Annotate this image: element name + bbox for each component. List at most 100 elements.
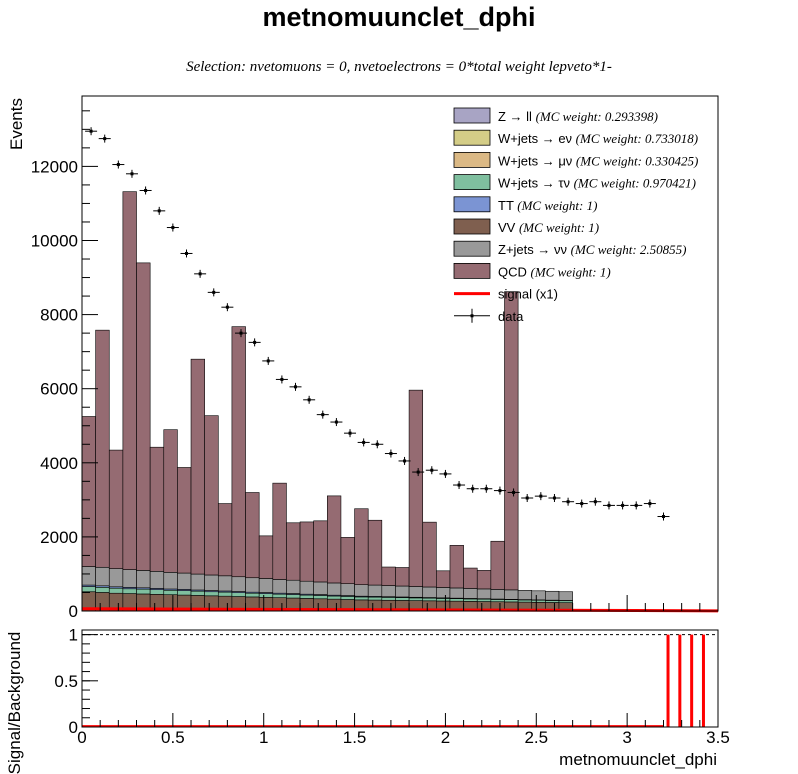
bar-wjets_taunu <box>231 592 246 597</box>
data-point <box>498 489 502 493</box>
bar-wjets_taunu <box>545 600 560 603</box>
bar-zjets_nunu <box>190 573 205 591</box>
legend-label-name: Z+jets → νν <box>498 242 571 257</box>
bar-wjets_taunu <box>258 593 274 598</box>
legend-label-weight: (MC weight: 0.293398) <box>536 109 658 124</box>
main-y-ticks: 0 2000 4000 6000 8000 10000 12000 <box>31 110 98 621</box>
bar-zjets_nunu <box>367 584 383 597</box>
bar-zjets_nunu <box>463 588 478 599</box>
y-tick-label: 2000 <box>40 528 78 547</box>
bar-zjets_nunu <box>258 578 274 593</box>
data-point <box>89 129 93 133</box>
data-point <box>130 172 134 176</box>
legend-label: Z → ll (MC weight: 0.293398) <box>498 109 658 124</box>
bar-zjets_nunu <box>95 566 110 587</box>
legend-label: QCD (MC weight: 1) <box>498 264 611 279</box>
legend-swatch <box>453 151 491 168</box>
data-point <box>171 226 175 230</box>
bar-zjets_nunu <box>476 588 492 600</box>
bar-zjets_nunu <box>558 591 573 601</box>
bar-zjets_nunu <box>163 572 178 590</box>
bar-zjets_nunu <box>81 566 96 586</box>
data-point <box>294 385 298 389</box>
legend-swatch <box>453 262 491 279</box>
data-point <box>430 468 434 472</box>
bar-zjets_nunu <box>340 583 355 596</box>
data-point <box>362 440 366 444</box>
bar-qcd <box>108 449 124 569</box>
bar-wjets_taunu <box>149 589 165 595</box>
legend-entry-z_ll: Z → ll (MC weight: 0.293398) <box>453 107 658 124</box>
legend-entry-wjets_taunu: W+jets → τν (MC weight: 0.970421) <box>453 174 696 191</box>
x-tick-label: 0.5 <box>161 728 185 747</box>
data-point <box>280 377 284 381</box>
bar-qcd <box>204 415 219 576</box>
bar-wjets_taunu <box>108 587 124 594</box>
bar-zjets_nunu <box>395 585 410 598</box>
bar-wjets_taunu <box>422 597 437 602</box>
data-point <box>157 209 161 213</box>
bar-wjets_taunu <box>136 588 151 595</box>
bar-qcd <box>231 326 246 578</box>
bar-qcd <box>354 508 369 585</box>
main-plot-frame <box>81 95 719 612</box>
bar-wjets_taunu <box>299 594 314 599</box>
data-point <box>307 398 311 402</box>
data-point <box>648 502 652 506</box>
bar-qcd <box>177 467 192 574</box>
data-point <box>184 251 188 255</box>
bar-zjets_nunu <box>272 579 287 594</box>
data-point <box>512 490 516 494</box>
bar-wjets_taunu <box>204 591 219 597</box>
y-tick-label: 8000 <box>40 306 78 325</box>
data-point <box>348 431 352 435</box>
bar-zjets_nunu <box>449 587 464 599</box>
bar-qcd <box>122 191 137 570</box>
legend-label-name: W+jets → τν <box>498 176 574 191</box>
legend-entry-wjets_enu: W+jets → eν (MC weight: 0.733018) <box>453 129 698 146</box>
y-tick-label: 10000 <box>31 231 78 250</box>
data-point <box>634 503 638 507</box>
x-tick-label: 0 <box>77 728 86 747</box>
legend-entry-wjets_munu: W+jets → μν (MC weight: 0.330425) <box>453 151 698 168</box>
bar-qcd <box>395 567 410 587</box>
bar-zjets_nunu <box>545 590 560 601</box>
bar-wjets_taunu <box>327 595 342 600</box>
legend-label-weight: (MC weight: 0.733018) <box>576 131 698 146</box>
legend-label-weight: (MC weight: 0.970421) <box>574 176 696 191</box>
x-tick-label: 1.5 <box>343 728 367 747</box>
bar-zjets_nunu <box>327 582 342 596</box>
data-point <box>103 137 107 141</box>
bar-qcd <box>190 358 205 575</box>
bar-wjets_taunu <box>354 596 369 601</box>
main-y-axis-label: Events <box>7 98 26 150</box>
legend-label: W+jets → μν (MC weight: 0.330425) <box>498 153 698 168</box>
legend-swatch <box>453 240 491 257</box>
y-tick-label: 6000 <box>40 380 78 399</box>
x-tick-label: 3 <box>622 728 631 747</box>
data-point <box>484 487 488 491</box>
legend-swatch-marker <box>470 314 474 318</box>
bar-qcd <box>258 535 274 579</box>
bar-zjets_nunu <box>286 579 301 594</box>
ratio-plot: 00.510 0.5 1 1.5 2 2.5 3 3.5 <box>54 626 729 747</box>
bar-qcd <box>149 446 165 572</box>
legend-label-name: QCD <box>498 264 531 279</box>
main-plot: 0 2000 4000 6000 8000 10000 12000 <box>31 95 719 621</box>
legend-swatch <box>453 129 491 146</box>
bar-wjets_taunu <box>517 599 533 603</box>
bar-qcd <box>504 291 519 591</box>
bar-qcd <box>313 520 328 583</box>
legend: Z → ll (MC weight: 0.293398) W+jets → eν … <box>453 107 698 324</box>
bar-wjets_taunu <box>340 596 355 600</box>
bar-qcd <box>299 521 314 582</box>
legend-entry-zjets_nunu: Z+jets → νν (MC weight: 2.50855) <box>453 240 687 257</box>
legend-label: VV (MC weight: 1) <box>498 220 599 235</box>
bar-wjets_taunu <box>177 590 192 596</box>
bar-zjets_nunu <box>531 590 546 601</box>
legend-entry-vv: VV (MC weight: 1) <box>453 218 599 235</box>
bar-zjets_nunu <box>408 586 424 598</box>
bar-zjets_nunu <box>299 580 314 595</box>
ratio-series <box>82 634 705 728</box>
